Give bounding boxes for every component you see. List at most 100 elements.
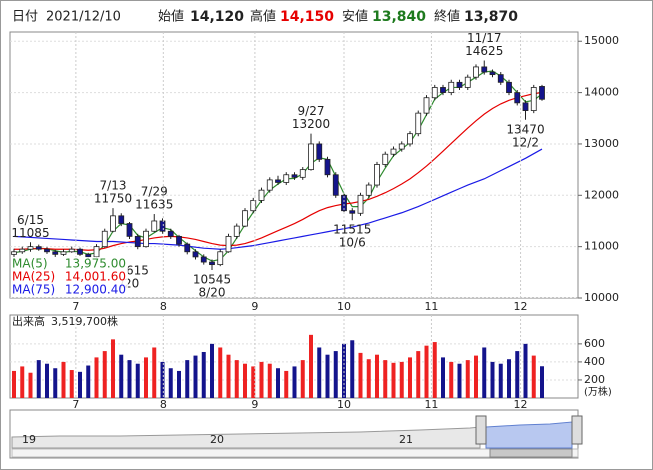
annotation-value: 11635: [135, 198, 173, 212]
legend-name: MA(75): [12, 283, 55, 297]
x-tick-label: 9: [251, 300, 258, 313]
candle-body: [506, 81, 512, 93]
annotation-date: 8/20: [199, 286, 226, 300]
volume-bar: [424, 345, 429, 398]
candle-body: [250, 200, 257, 212]
volume-bar: [474, 355, 478, 398]
legend-name: MA(5): [12, 257, 48, 271]
volume-bar: [102, 351, 107, 398]
annotation-date: 12/2: [512, 135, 539, 149]
navigator-handle-left[interactable]: [475, 415, 487, 445]
scrollbar-thumb[interactable]: [489, 448, 573, 458]
volume-bar: [375, 354, 379, 398]
candle-body: [11, 251, 17, 255]
volume-bar: [61, 361, 66, 398]
candle-body: [497, 74, 504, 83]
volume-bar: [350, 340, 355, 398]
y-tick-label: 11000: [584, 240, 619, 253]
candle-body: [440, 87, 446, 93]
volume-bar: [193, 355, 198, 398]
volume-bar: [185, 360, 190, 398]
volume-bar: [366, 359, 371, 398]
annotation-date: 9/27: [298, 104, 325, 118]
close: 13,870: [464, 9, 518, 25]
close-label: 終値: [434, 9, 460, 25]
scrollbar-track[interactable]: [11, 448, 579, 458]
candle-body: [19, 248, 26, 253]
volume-title: 出来高: [12, 314, 45, 328]
candle-body: [431, 87, 438, 99]
annotation-value: 11515: [333, 223, 371, 237]
volume-bar: [383, 360, 388, 398]
annotation-partial: 615: [126, 264, 149, 278]
candle-body: [77, 248, 83, 255]
candle-body: [365, 184, 372, 196]
candle-body: [184, 243, 191, 253]
candle-body: [423, 97, 430, 114]
date: 2021/12/10: [46, 10, 121, 25]
annotation-date: 7/13: [100, 179, 127, 193]
volume-bar: [449, 361, 454, 398]
price-panel: [9, 31, 579, 299]
legend-name: MA(25): [12, 270, 55, 284]
candle-body: [151, 220, 158, 232]
candle-body: [101, 230, 108, 248]
volume-bar: [36, 360, 41, 398]
candle-body: [456, 81, 463, 88]
candle-body: [539, 86, 545, 100]
candle-body: [176, 235, 182, 245]
volume-bar: [28, 372, 33, 398]
x-tick-label: 7: [72, 398, 79, 411]
volume-bar: [45, 363, 49, 398]
volume-bar: [234, 360, 239, 398]
candle-body: [60, 251, 67, 255]
volume-bar: [507, 359, 511, 398]
x-tick-label: 11: [424, 300, 438, 313]
volume-bar: [86, 365, 91, 398]
ma-line: [14, 91, 543, 251]
candle-body: [324, 158, 331, 176]
navigator-label: 21: [399, 433, 413, 446]
navigator-handle-right[interactable]: [571, 415, 583, 445]
volume-bar: [432, 342, 437, 398]
header: 日付 2021/12/10 始値 14,120 高値 14,150 安値 13,…: [12, 9, 518, 26]
volume-bar: [292, 366, 297, 398]
volume-bar: [259, 361, 264, 398]
candle-body: [126, 223, 133, 237]
candle-body: [118, 215, 125, 224]
volume-bar: [144, 357, 148, 398]
candle-body: [448, 81, 455, 93]
candle-body: [27, 246, 34, 250]
annotation-date: 11/17: [467, 31, 502, 45]
volume-bar: [267, 363, 272, 398]
open: 14,120: [190, 9, 244, 25]
low-label: 安値: [342, 9, 368, 25]
candle-body: [233, 225, 240, 237]
volume-bar: [177, 370, 181, 398]
candle-body: [68, 248, 75, 253]
volume-bar: [243, 363, 247, 398]
candle-body: [398, 143, 405, 150]
y-tick-label: 12000: [584, 188, 619, 201]
candle-body: [407, 133, 413, 145]
price-plot: [10, 40, 578, 298]
volume-bar: [523, 343, 528, 398]
y-tick-label: 15000: [584, 34, 619, 47]
volume-bar: [201, 351, 206, 398]
candle-body: [357, 194, 364, 214]
candle-body: [35, 246, 42, 250]
volume-bar: [111, 339, 115, 398]
candle-body: [143, 230, 149, 248]
y-tick-label: 600: [584, 337, 605, 350]
candle-body: [209, 261, 215, 266]
x-tick-label: 8: [160, 398, 167, 411]
volume-bar: [490, 361, 495, 398]
candle-body: [481, 66, 488, 73]
volume-bar: [12, 370, 16, 398]
candle-body: [316, 143, 323, 160]
volume-bar: [482, 347, 487, 398]
candle-body: [291, 174, 298, 178]
annotation-value: 13470: [506, 122, 544, 136]
annotation-value: 13200: [292, 117, 330, 131]
